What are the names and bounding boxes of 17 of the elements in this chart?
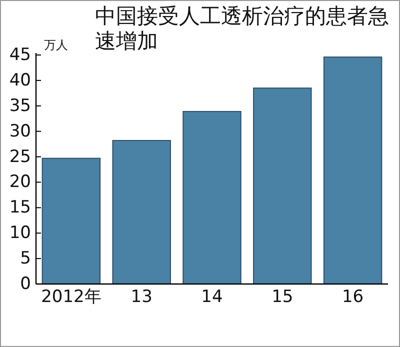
x-tick-label: 16 (342, 287, 364, 307)
x-tick-label: 2012年 (41, 287, 102, 307)
chart-title: 中国接受人工透析治疗的患者急速增加 (95, 4, 389, 53)
y-tick-label: 25 (9, 146, 31, 167)
y-tick-label: 30 (9, 121, 31, 142)
y-tick-label: 15 (9, 198, 31, 218)
y-tick-label: 10 (9, 223, 31, 244)
x-tick-label: 15 (272, 287, 294, 307)
y-tick-label: 5 (20, 248, 31, 269)
x-tick-label: 13 (130, 287, 152, 307)
y-tick-label: 35 (9, 96, 31, 116)
y-tick-label: 45 (9, 45, 31, 65)
y-tick-label: 40 (9, 70, 31, 90)
y-tick-label: 20 (9, 172, 31, 192)
y-axis-title: 万人 (44, 38, 68, 52)
y-tick-label: 0 (20, 274, 31, 294)
x-tick-label: 14 (201, 287, 223, 307)
